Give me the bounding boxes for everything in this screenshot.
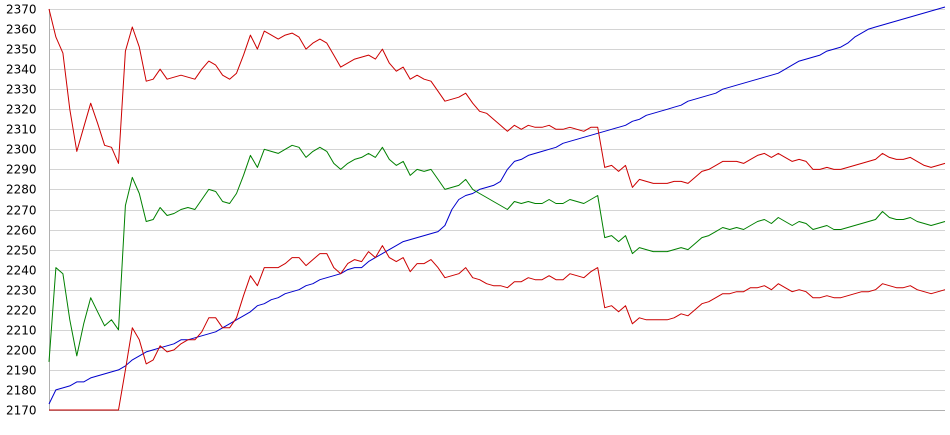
y-tick-label: 2320	[6, 103, 37, 117]
series-line-1	[48, 6, 946, 405]
y-tick-label: 2360	[6, 23, 37, 37]
gridlines	[49, 9, 945, 411]
series-line-3	[48, 8, 946, 188]
y-tick-label: 2220	[6, 304, 37, 318]
y-tick-label: 2250	[6, 244, 37, 258]
y-tick-label: 2270	[6, 204, 37, 218]
y-tick-label: 2180	[6, 384, 37, 398]
y-tick-label: 2240	[6, 264, 37, 278]
y-tick-label: 2200	[6, 344, 37, 358]
y-tick-label: 2170	[6, 404, 37, 418]
y-tick-label: 2210	[6, 324, 37, 338]
y-tick-label: 2290	[6, 163, 37, 177]
y-tick-label: 2190	[6, 364, 37, 378]
y-tick-label: 2230	[6, 284, 37, 298]
y-tick-label: 2280	[6, 183, 37, 197]
y-tick-label: 2370	[6, 3, 37, 17]
series-lines	[48, 6, 946, 411]
series-line-2	[48, 144, 946, 362]
y-tick-label: 2260	[6, 224, 37, 238]
y-axis-ticks: 2170 2180 2190 2200 2210 2220 2230 2240 2250 2260…	[6, 3, 37, 418]
series-line-4	[49, 245, 946, 411]
y-tick-label: 2310	[6, 123, 37, 137]
y-tick-label: 2350	[6, 43, 37, 57]
y-tick-label: 2300	[6, 143, 37, 157]
y-tick-label: 2330	[6, 83, 37, 97]
y-tick-label: 2340	[6, 63, 37, 77]
